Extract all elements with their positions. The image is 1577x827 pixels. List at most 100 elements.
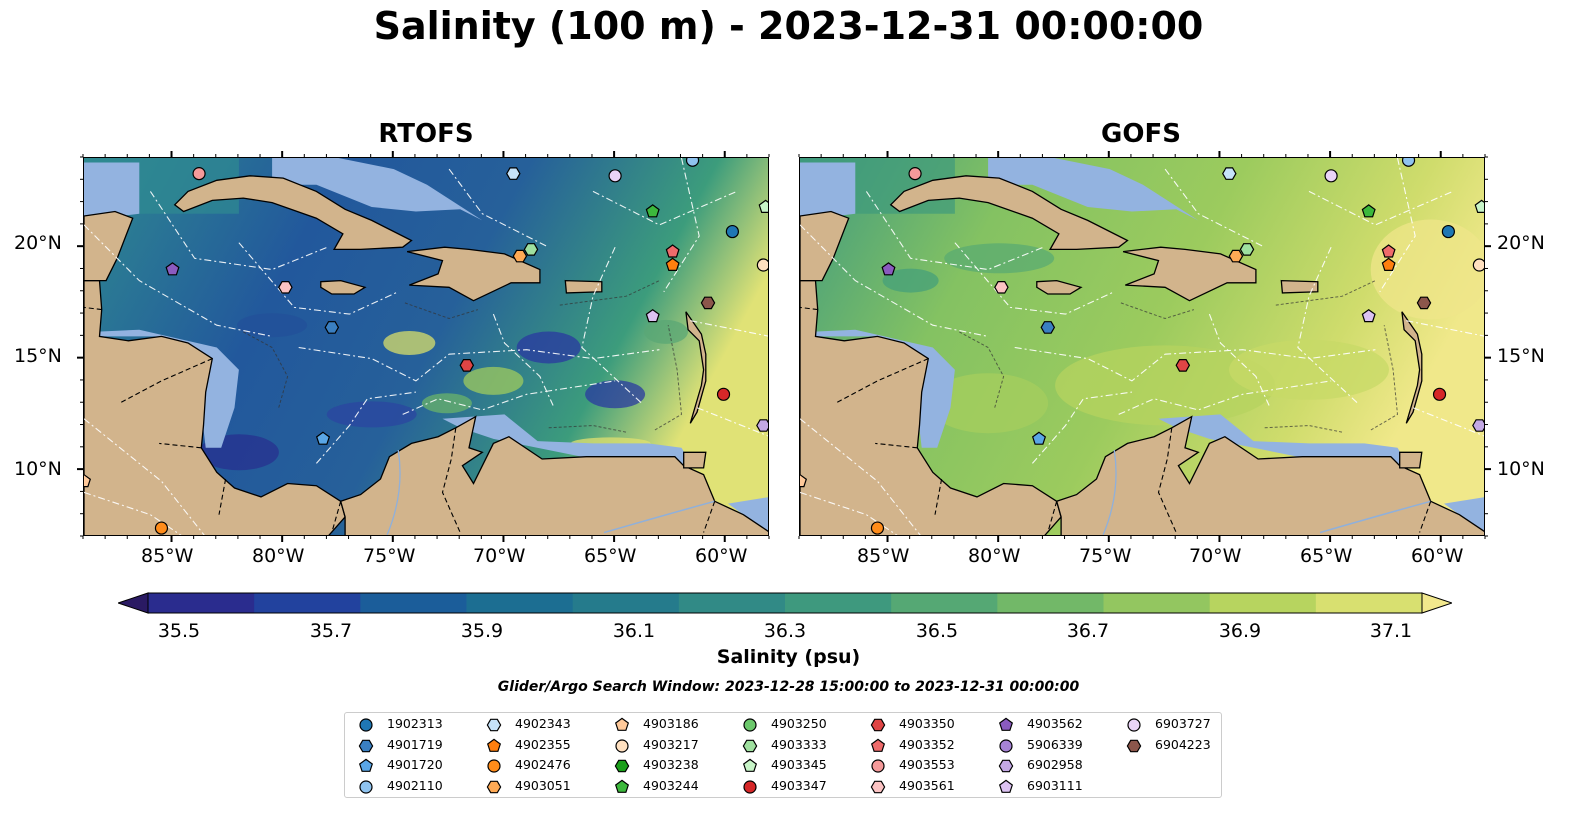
colorbar-segment — [1209, 593, 1317, 613]
legend-label: 5906339 — [1027, 736, 1083, 752]
legend-label: 4903238 — [643, 757, 699, 772]
float-marker-4903562 — [165, 262, 180, 276]
float-marker-4902476 — [154, 521, 169, 535]
hexagon-marker-icon — [870, 718, 886, 732]
circle-marker-icon — [1127, 718, 1141, 732]
legend-label: 4902110 — [387, 777, 443, 793]
legend-label: 4903333 — [771, 736, 827, 752]
float-marker-6903111 — [645, 308, 660, 323]
x-tick-label: 70°W — [1189, 545, 1242, 567]
circle-marker-icon — [999, 738, 1013, 753]
legend-label: 4903562 — [1027, 716, 1083, 731]
x-tick-label: 60°W — [1411, 545, 1464, 567]
legend-label: 4903244 — [643, 777, 699, 793]
x-tick-label: 70°W — [473, 545, 526, 567]
hexagon-marker-icon — [486, 718, 502, 732]
circle-marker-icon — [871, 759, 885, 773]
float-marker-4901719 — [1040, 321, 1056, 334]
pentagon-marker-icon — [742, 758, 758, 772]
float-marker-4903350 — [1175, 359, 1191, 372]
colorbar-segment — [466, 593, 574, 613]
colorbar-tick-label: 37.1 — [1369, 620, 1413, 642]
float-marker-4903350 — [459, 359, 475, 372]
float-marker-4903186 — [800, 473, 808, 488]
float-marker-4902355 — [1381, 257, 1396, 272]
float-marker-4903051 — [1228, 249, 1244, 263]
x-tick-label: 85°W — [141, 545, 194, 567]
circle-marker-icon — [743, 718, 757, 732]
legend-label: 6904223 — [1155, 736, 1211, 752]
legend-label: 4903345 — [771, 757, 827, 772]
y-tick-label: 20°N — [1497, 232, 1545, 254]
x-tick-label: 80°W — [968, 545, 1021, 567]
colorbar-tick-label: 36.3 — [763, 620, 807, 642]
colorbar-tick-label: 35.7 — [309, 620, 353, 642]
colorbar-tick-label: 36.5 — [915, 620, 959, 642]
main-title: Salinity (100 m) - 2023-12-31 00:00:00 — [373, 4, 1204, 48]
legend-label: 4901719 — [387, 736, 443, 752]
colorbar-segment — [572, 593, 680, 613]
legend-label: 4903051 — [515, 777, 571, 793]
float-marker-6903727 — [1324, 169, 1338, 183]
pentagon-marker-icon — [358, 758, 374, 772]
map-gofs — [800, 158, 1484, 535]
float-marker-4903562 — [881, 262, 896, 276]
float-marker-4902343 — [506, 167, 521, 180]
circle-marker-icon — [359, 718, 373, 732]
hexagon-marker-icon — [998, 759, 1014, 773]
legend-label: 4903347 — [771, 777, 827, 793]
pentagon-marker-icon — [614, 779, 630, 793]
float-marker-4903352 — [665, 244, 680, 258]
float-marker-4903186 — [84, 473, 92, 488]
float-marker-4903051 — [512, 249, 528, 263]
colorbar-segment — [360, 593, 467, 613]
float-marker-4901720 — [315, 431, 331, 445]
float-marker-4903553 — [192, 167, 206, 181]
pentagon-marker-icon — [998, 779, 1014, 793]
hexagon-marker-icon — [870, 780, 886, 793]
float-marker-6902958 — [756, 419, 768, 432]
float-marker-4903244 — [645, 204, 660, 218]
y-tick-label: 20°N — [14, 232, 62, 254]
legend-label: 6903727 — [1155, 716, 1211, 731]
colorbar-segment — [678, 593, 786, 613]
float-legend: 1902313 4901719 4901720 4902110 4902343 49023… — [344, 712, 1222, 798]
legend-label: 4903561 — [899, 777, 955, 793]
float-marker-4901720 — [1031, 431, 1047, 445]
float-marker-1902313 — [1441, 224, 1455, 239]
legend-label: 1902313 — [387, 716, 443, 731]
colorbar-extend-low — [116, 592, 149, 614]
legend-label: 6903111 — [1027, 777, 1083, 793]
legend-label: 4903217 — [643, 736, 699, 752]
x-tick-label: 75°W — [363, 545, 416, 567]
float-marker-4903347 — [1432, 387, 1447, 401]
hexagon-marker-icon — [742, 739, 758, 752]
hexagon-marker-icon — [486, 780, 502, 793]
map-panel-rtofs[interactable] — [83, 157, 769, 536]
float-marker-1902313 — [725, 224, 739, 239]
search-window-text: Glider/Argo Search Window: 2023-12-28 15… — [497, 679, 1080, 695]
hexagon-marker-icon — [1126, 739, 1142, 752]
colorbar-tick-label: 36.1 — [612, 620, 656, 642]
circle-marker-icon — [359, 779, 373, 794]
float-marker-4903217 — [1472, 258, 1484, 272]
x-tick-label: 80°W — [252, 545, 305, 567]
legend-label: 4901720 — [387, 757, 443, 772]
float-marker-6903727 — [608, 169, 622, 183]
float-marker-6904223 — [1416, 296, 1432, 310]
map-panel-gofs[interactable] — [799, 157, 1485, 536]
x-tick-label: 60°W — [695, 545, 748, 567]
float-marker-4903561 — [278, 280, 293, 294]
y-tick-label: 10°N — [14, 458, 62, 480]
legend-label: 4902355 — [515, 736, 571, 752]
colorbar — [116, 590, 1454, 620]
legend-label: 4903352 — [899, 736, 955, 752]
colorbar-label: Salinity (psu) — [716, 646, 861, 668]
float-marker-4903553 — [908, 167, 922, 181]
colorbar-extend-high — [1421, 592, 1454, 614]
circle-marker-icon — [743, 779, 757, 794]
y-tick-label: 10°N — [1497, 458, 1545, 480]
float-marker-4903333 — [523, 243, 539, 256]
float-marker-6902958 — [1472, 419, 1484, 432]
circle-marker-icon — [615, 738, 629, 753]
